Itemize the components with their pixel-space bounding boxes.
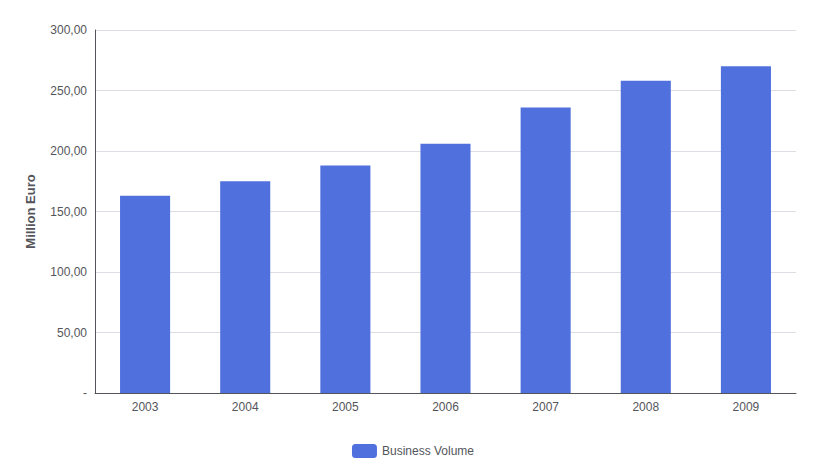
svg-text:Million Euro: Million Euro <box>23 174 38 248</box>
svg-text:2005: 2005 <box>332 400 359 414</box>
svg-text:2006: 2006 <box>432 400 459 414</box>
svg-text:2007: 2007 <box>532 400 559 414</box>
svg-text:300,00: 300,00 <box>50 23 87 37</box>
svg-text:-: - <box>83 386 87 400</box>
svg-text:200,00: 200,00 <box>50 144 87 158</box>
svg-text:2009: 2009 <box>733 400 760 414</box>
svg-text:150,00: 150,00 <box>50 205 87 219</box>
svg-text:250,00: 250,00 <box>50 84 87 98</box>
svg-text:50,00: 50,00 <box>57 326 87 340</box>
svg-text:2003: 2003 <box>132 400 159 414</box>
svg-text:2004: 2004 <box>232 400 259 414</box>
svg-text:100,00: 100,00 <box>50 265 87 279</box>
svg-text:Business Volume: Business Volume <box>382 444 474 458</box>
svg-text:2008: 2008 <box>632 400 659 414</box>
